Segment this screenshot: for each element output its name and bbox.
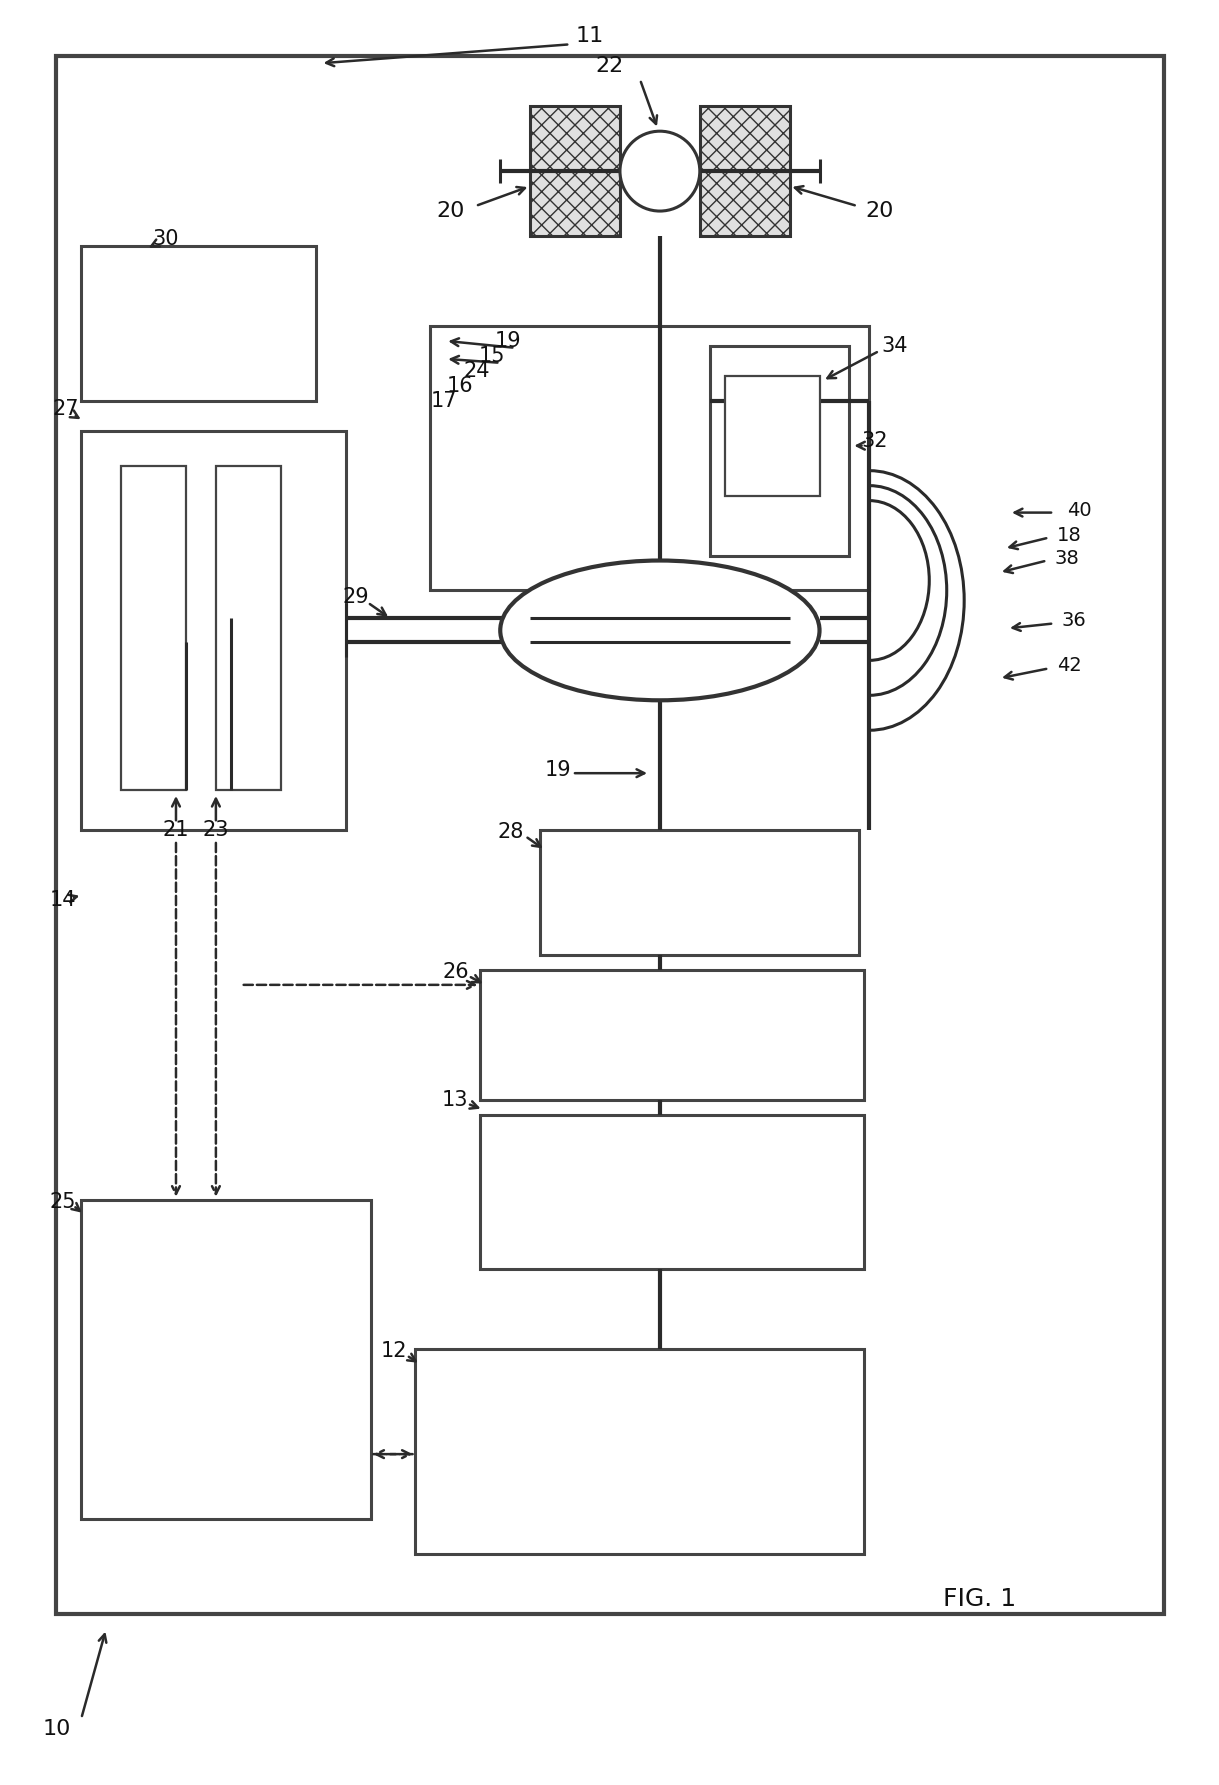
- Bar: [82, 246, 316, 402]
- Text: 18: 18: [1057, 527, 1081, 544]
- Text: 42: 42: [1057, 655, 1081, 675]
- Text: 26: 26: [442, 962, 468, 982]
- Text: 11: 11: [575, 27, 605, 46]
- Circle shape: [620, 130, 700, 211]
- Bar: [416, 1349, 864, 1555]
- Text: 27: 27: [52, 398, 79, 419]
- Text: 29: 29: [343, 587, 369, 607]
- Text: 36: 36: [1062, 610, 1086, 630]
- Bar: [121, 466, 187, 791]
- Bar: [530, 107, 620, 236]
- Bar: [82, 430, 346, 830]
- Text: 21: 21: [163, 819, 189, 841]
- Text: 32: 32: [861, 430, 887, 450]
- Text: 16: 16: [447, 377, 474, 396]
- Text: 20: 20: [865, 202, 894, 221]
- Bar: [480, 969, 864, 1100]
- Bar: [56, 57, 1164, 1614]
- Text: 13: 13: [442, 1089, 468, 1110]
- Ellipse shape: [500, 560, 819, 700]
- Text: 19: 19: [545, 760, 572, 780]
- Text: 22: 22: [596, 57, 624, 77]
- Text: 25: 25: [50, 1192, 77, 1212]
- Bar: [725, 377, 819, 496]
- Text: 20: 20: [436, 202, 464, 221]
- Text: 10: 10: [43, 1719, 71, 1739]
- Text: 23: 23: [202, 819, 229, 841]
- Bar: [82, 1200, 371, 1519]
- Bar: [700, 107, 790, 236]
- Text: 38: 38: [1054, 550, 1079, 568]
- Text: 14: 14: [50, 891, 77, 910]
- Text: 12: 12: [380, 1341, 407, 1362]
- Text: 15: 15: [479, 346, 506, 366]
- Bar: [709, 346, 850, 555]
- Text: 17: 17: [432, 391, 457, 411]
- Bar: [430, 327, 869, 591]
- Text: 34: 34: [881, 336, 908, 355]
- Text: 24: 24: [463, 361, 490, 380]
- Text: 28: 28: [497, 823, 523, 843]
- Bar: [540, 830, 859, 955]
- Bar: [216, 466, 280, 791]
- Text: 19: 19: [495, 330, 522, 352]
- Bar: [480, 1114, 864, 1269]
- Text: FIG. 1: FIG. 1: [942, 1587, 1015, 1610]
- Text: 40: 40: [1067, 502, 1091, 519]
- Text: 30: 30: [152, 228, 179, 250]
